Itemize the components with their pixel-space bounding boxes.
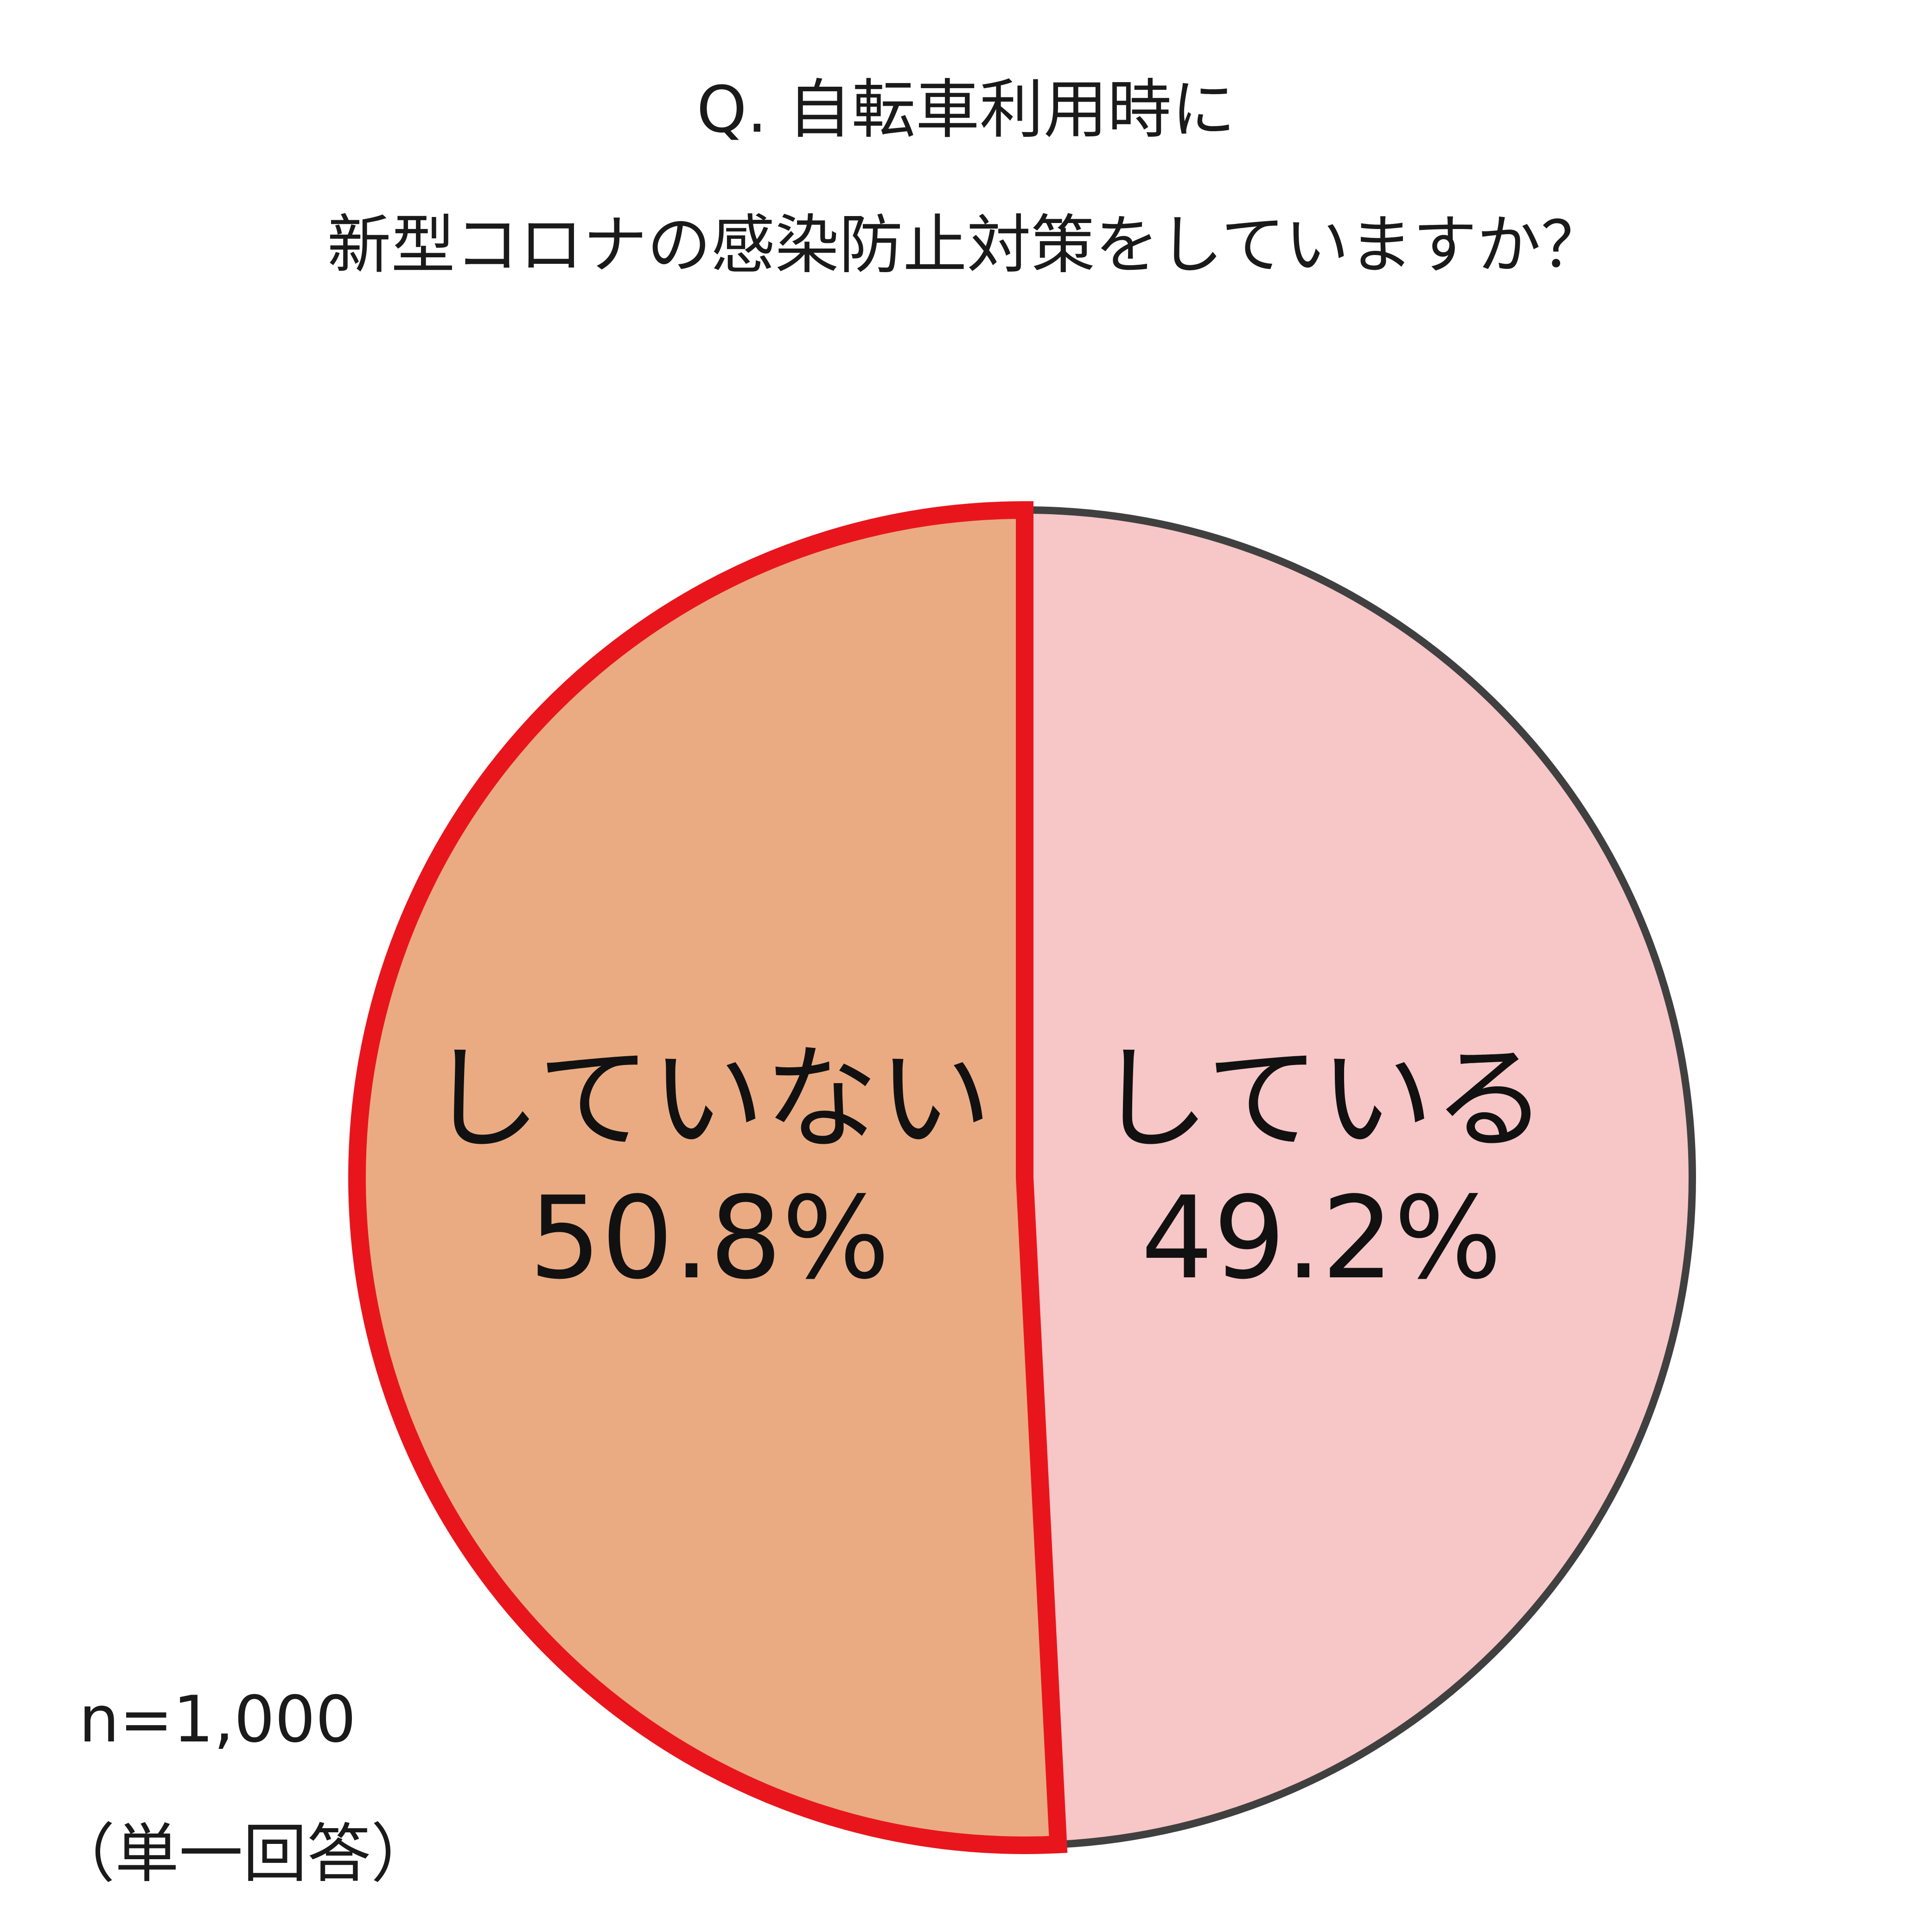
- slice-value-not-doing: 50.8%: [529, 1172, 890, 1304]
- chart-title-line-1: Q. 自転車利用時に: [696, 72, 1236, 147]
- sample-size-note: n=1,000: [79, 1682, 357, 1757]
- answer-type-note: （単一回答）: [51, 1817, 435, 1891]
- pie-slice-doing: [1021, 506, 1696, 1849]
- pie-slice-not-doing: [348, 501, 1068, 1854]
- slice-label-doing: している: [1096, 1033, 1547, 1165]
- slice-label-not-doing: していない: [427, 1033, 992, 1165]
- slice-value-doing: 49.2%: [1141, 1172, 1502, 1304]
- chart-title-line-2: 新型コロナの感染防止対策をしていますか？: [327, 208, 1605, 282]
